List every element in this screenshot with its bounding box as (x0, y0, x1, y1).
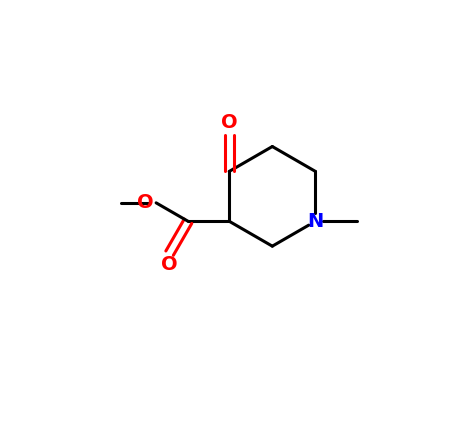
Text: O: O (161, 255, 178, 274)
Text: O: O (137, 193, 154, 212)
Text: N: N (307, 212, 324, 231)
Text: O: O (221, 113, 238, 133)
